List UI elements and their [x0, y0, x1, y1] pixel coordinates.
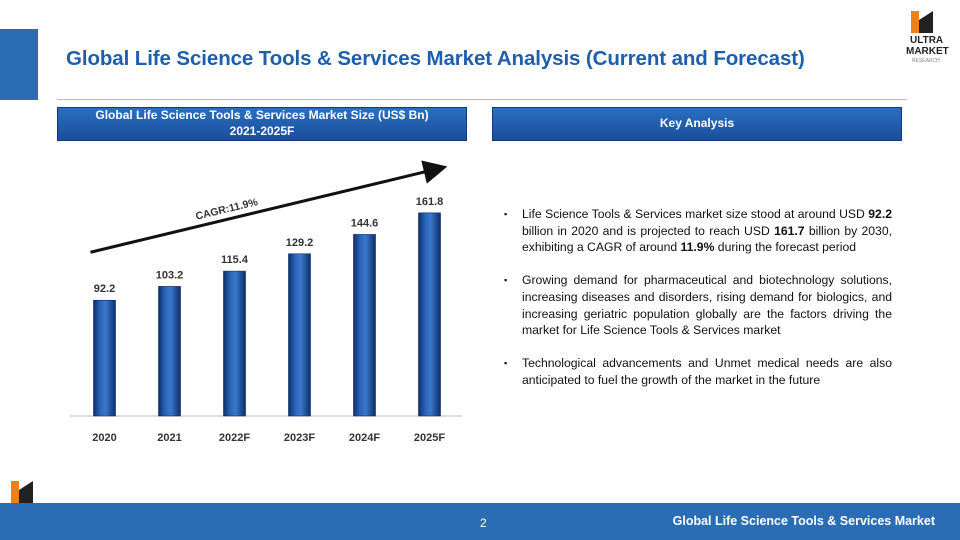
bold-figure: 92.2 — [868, 207, 892, 221]
logo-text-ultra: ULTRA — [910, 35, 944, 46]
data-label-2022F: 115.4 — [221, 254, 249, 266]
data-label-2024F: 144.6 — [351, 217, 379, 229]
market-size-chart: 92.2 2020 103.2 2021 115.4 2022F 129.2 2023F 144… — [60, 150, 470, 460]
bar-2021 — [158, 286, 181, 417]
bold-figure: 161.7 — [774, 223, 805, 238]
data-label-2020: 92.2 — [94, 283, 115, 295]
bullet-square-icon: ▪ — [504, 209, 508, 219]
bullet-square-icon: ▪ — [504, 275, 508, 286]
data-label-2021: 103.2 — [156, 269, 184, 281]
page-number: 2 — [480, 516, 487, 530]
analysis-bullet-text: Life Science Tools & Services market siz… — [522, 207, 892, 255]
analysis-bullet-text: Technological advancements and Unmet med… — [522, 355, 892, 387]
analysis-bullet-2: ▪ Growing demand for pharmaceutical and b… — [504, 272, 892, 339]
left-accent-bar — [0, 29, 38, 100]
data-label-2023F: 129.2 — [286, 237, 314, 249]
x-tick-2025F: 2025F — [414, 432, 445, 444]
analysis-header-label: Key Analysis — [659, 116, 735, 131]
bar-2022F — [223, 270, 246, 417]
slide-title: Global Life Science Tools & Services Mar… — [66, 47, 805, 70]
bullet-square-icon: ▪ — [504, 357, 508, 368]
title-divider — [57, 99, 907, 100]
chart-header-line2: 2021-2025F — [229, 124, 295, 138]
x-tick-2024F: 2024F — [349, 432, 380, 444]
analysis-bullet-1: ▪ Life Science Tools & Services market si… — [504, 206, 892, 256]
analysis-section-header: Key Analysis — [492, 107, 902, 141]
x-tick-2023F: 2023F — [284, 432, 315, 444]
analysis-bullet-text: Growing demand for pharmaceutical and bi… — [522, 273, 892, 338]
chart-section-header: Global Life Science Tools & Services Mar… — [57, 107, 467, 141]
data-label-2025F: 161.8 — [416, 196, 444, 208]
logo-text-research: RESEARCH — [912, 58, 940, 64]
chart-header-line1: Global Life Science Tools & Services Mar… — [95, 108, 429, 123]
bar-2024F — [353, 234, 376, 417]
logo-top: ULTRA MARKET RESEARCH — [906, 10, 956, 70]
bar-2020 — [93, 299, 116, 417]
footer-title: Global Life Science Tools & Services Mar… — [672, 514, 935, 528]
bar-2023F — [288, 253, 311, 417]
cagr-arrow — [90, 160, 448, 254]
analysis-bullet-list: ▪ Life Science Tools & Services market si… — [504, 206, 892, 388]
logo-text-market: MARKET — [906, 46, 949, 57]
x-tick-2022F: 2022F — [219, 432, 250, 444]
logo-mark-icon — [911, 11, 933, 33]
footer-bar: 2 Global Life Science Tools & Services M… — [0, 503, 960, 540]
x-tick-2020: 2020 — [92, 432, 116, 444]
logo-mark-icon — [11, 481, 33, 503]
bar-chart-svg: 92.2 2020 103.2 2021 115.4 2022F 129.2 2023F 144… — [70, 160, 462, 444]
x-tick-2021: 2021 — [157, 432, 181, 444]
analysis-bullet-3: ▪ Technological advancements and Unmet me… — [504, 355, 892, 388]
bar-2025F — [418, 212, 441, 417]
key-analysis-panel: ▪ Life Science Tools & Services market si… — [504, 206, 892, 404]
bold-figure: 11.9% — [680, 240, 715, 255]
